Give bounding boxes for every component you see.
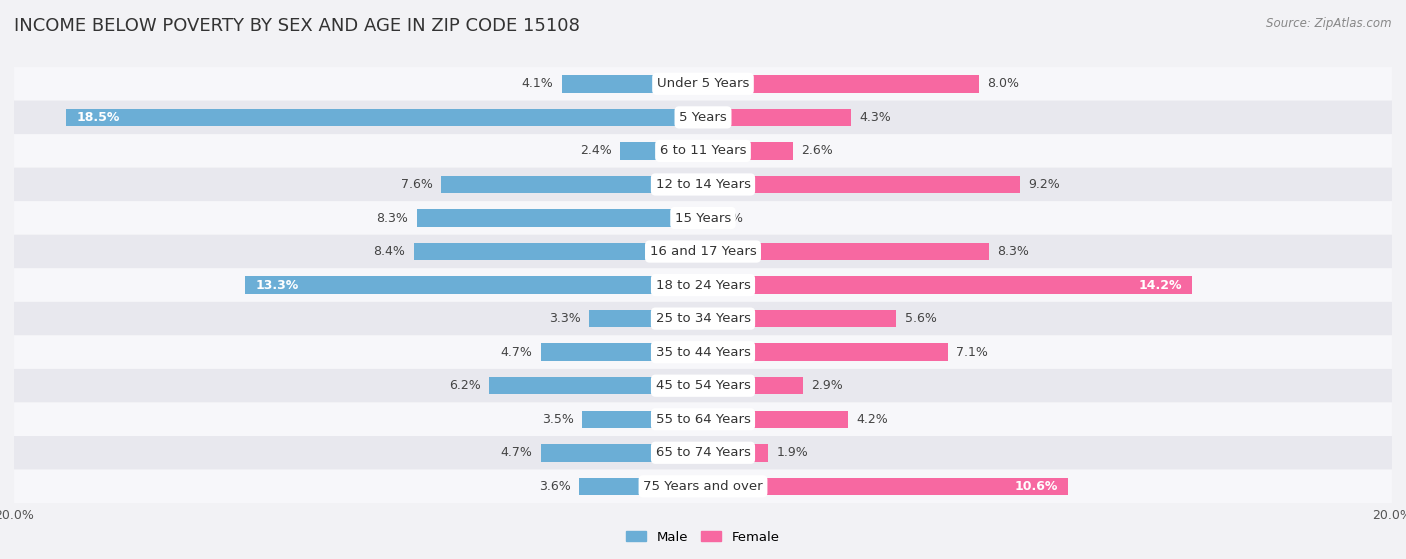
Bar bbox=[582, 410, 703, 428]
Text: 3.6%: 3.6% bbox=[538, 480, 571, 493]
Text: 0.0%: 0.0% bbox=[711, 211, 744, 225]
Bar bbox=[703, 343, 948, 361]
Text: 15 Years: 15 Years bbox=[675, 211, 731, 225]
Text: 4.7%: 4.7% bbox=[501, 446, 533, 459]
Text: 6 to 11 Years: 6 to 11 Years bbox=[659, 144, 747, 158]
Text: 8.3%: 8.3% bbox=[997, 245, 1029, 258]
Text: 2.4%: 2.4% bbox=[579, 144, 612, 158]
FancyBboxPatch shape bbox=[14, 235, 1392, 268]
Bar bbox=[413, 243, 703, 260]
Bar bbox=[703, 142, 793, 160]
Text: 3.5%: 3.5% bbox=[541, 413, 574, 426]
Text: 7.6%: 7.6% bbox=[401, 178, 433, 191]
FancyBboxPatch shape bbox=[14, 134, 1392, 168]
Bar bbox=[703, 75, 979, 93]
Text: 25 to 34 Years: 25 to 34 Years bbox=[655, 312, 751, 325]
Bar bbox=[441, 176, 703, 193]
Bar bbox=[579, 477, 703, 495]
Text: 5 Years: 5 Years bbox=[679, 111, 727, 124]
Text: 4.7%: 4.7% bbox=[501, 345, 533, 359]
Text: 55 to 64 Years: 55 to 64 Years bbox=[655, 413, 751, 426]
Text: 5.6%: 5.6% bbox=[904, 312, 936, 325]
Bar bbox=[541, 444, 703, 462]
Bar bbox=[489, 377, 703, 395]
Text: 4.3%: 4.3% bbox=[859, 111, 891, 124]
Text: INCOME BELOW POVERTY BY SEX AND AGE IN ZIP CODE 15108: INCOME BELOW POVERTY BY SEX AND AGE IN Z… bbox=[14, 17, 579, 35]
Bar bbox=[620, 142, 703, 160]
Bar bbox=[703, 377, 803, 395]
FancyBboxPatch shape bbox=[14, 168, 1392, 201]
Text: 8.4%: 8.4% bbox=[373, 245, 405, 258]
FancyBboxPatch shape bbox=[14, 335, 1392, 369]
Text: 3.3%: 3.3% bbox=[548, 312, 581, 325]
Bar bbox=[418, 209, 703, 227]
Text: 16 and 17 Years: 16 and 17 Years bbox=[650, 245, 756, 258]
Text: Source: ZipAtlas.com: Source: ZipAtlas.com bbox=[1267, 17, 1392, 30]
Text: Under 5 Years: Under 5 Years bbox=[657, 77, 749, 91]
Text: 2.9%: 2.9% bbox=[811, 379, 844, 392]
Bar bbox=[703, 276, 1192, 294]
Bar bbox=[703, 477, 1069, 495]
Text: 65 to 74 Years: 65 to 74 Years bbox=[655, 446, 751, 459]
Bar bbox=[703, 444, 769, 462]
Bar bbox=[703, 310, 896, 328]
Text: 9.2%: 9.2% bbox=[1029, 178, 1060, 191]
Text: 14.2%: 14.2% bbox=[1139, 278, 1182, 292]
Text: 75 Years and over: 75 Years and over bbox=[643, 480, 763, 493]
FancyBboxPatch shape bbox=[14, 436, 1392, 470]
Text: 10.6%: 10.6% bbox=[1015, 480, 1057, 493]
Text: 4.1%: 4.1% bbox=[522, 77, 553, 91]
Text: 35 to 44 Years: 35 to 44 Years bbox=[655, 345, 751, 359]
Text: 7.1%: 7.1% bbox=[956, 345, 988, 359]
Text: 8.0%: 8.0% bbox=[987, 77, 1019, 91]
Text: 2.6%: 2.6% bbox=[801, 144, 832, 158]
Text: 1.9%: 1.9% bbox=[778, 446, 808, 459]
Bar bbox=[562, 75, 703, 93]
FancyBboxPatch shape bbox=[14, 470, 1392, 503]
Text: 4.2%: 4.2% bbox=[856, 413, 889, 426]
FancyBboxPatch shape bbox=[14, 302, 1392, 335]
FancyBboxPatch shape bbox=[14, 402, 1392, 436]
FancyBboxPatch shape bbox=[14, 67, 1392, 101]
Bar bbox=[541, 343, 703, 361]
Text: 6.2%: 6.2% bbox=[449, 379, 481, 392]
Text: 13.3%: 13.3% bbox=[256, 278, 298, 292]
Text: 12 to 14 Years: 12 to 14 Years bbox=[655, 178, 751, 191]
Text: 18.5%: 18.5% bbox=[76, 111, 120, 124]
Bar bbox=[245, 276, 703, 294]
Bar bbox=[703, 243, 988, 260]
FancyBboxPatch shape bbox=[14, 268, 1392, 302]
Bar bbox=[703, 108, 851, 126]
Bar bbox=[703, 410, 848, 428]
Bar bbox=[703, 176, 1019, 193]
Bar bbox=[66, 108, 703, 126]
Text: 18 to 24 Years: 18 to 24 Years bbox=[655, 278, 751, 292]
FancyBboxPatch shape bbox=[14, 201, 1392, 235]
FancyBboxPatch shape bbox=[14, 369, 1392, 402]
Text: 8.3%: 8.3% bbox=[377, 211, 409, 225]
FancyBboxPatch shape bbox=[14, 101, 1392, 134]
Text: 45 to 54 Years: 45 to 54 Years bbox=[655, 379, 751, 392]
Bar bbox=[589, 310, 703, 328]
Legend: Male, Female: Male, Female bbox=[621, 525, 785, 549]
